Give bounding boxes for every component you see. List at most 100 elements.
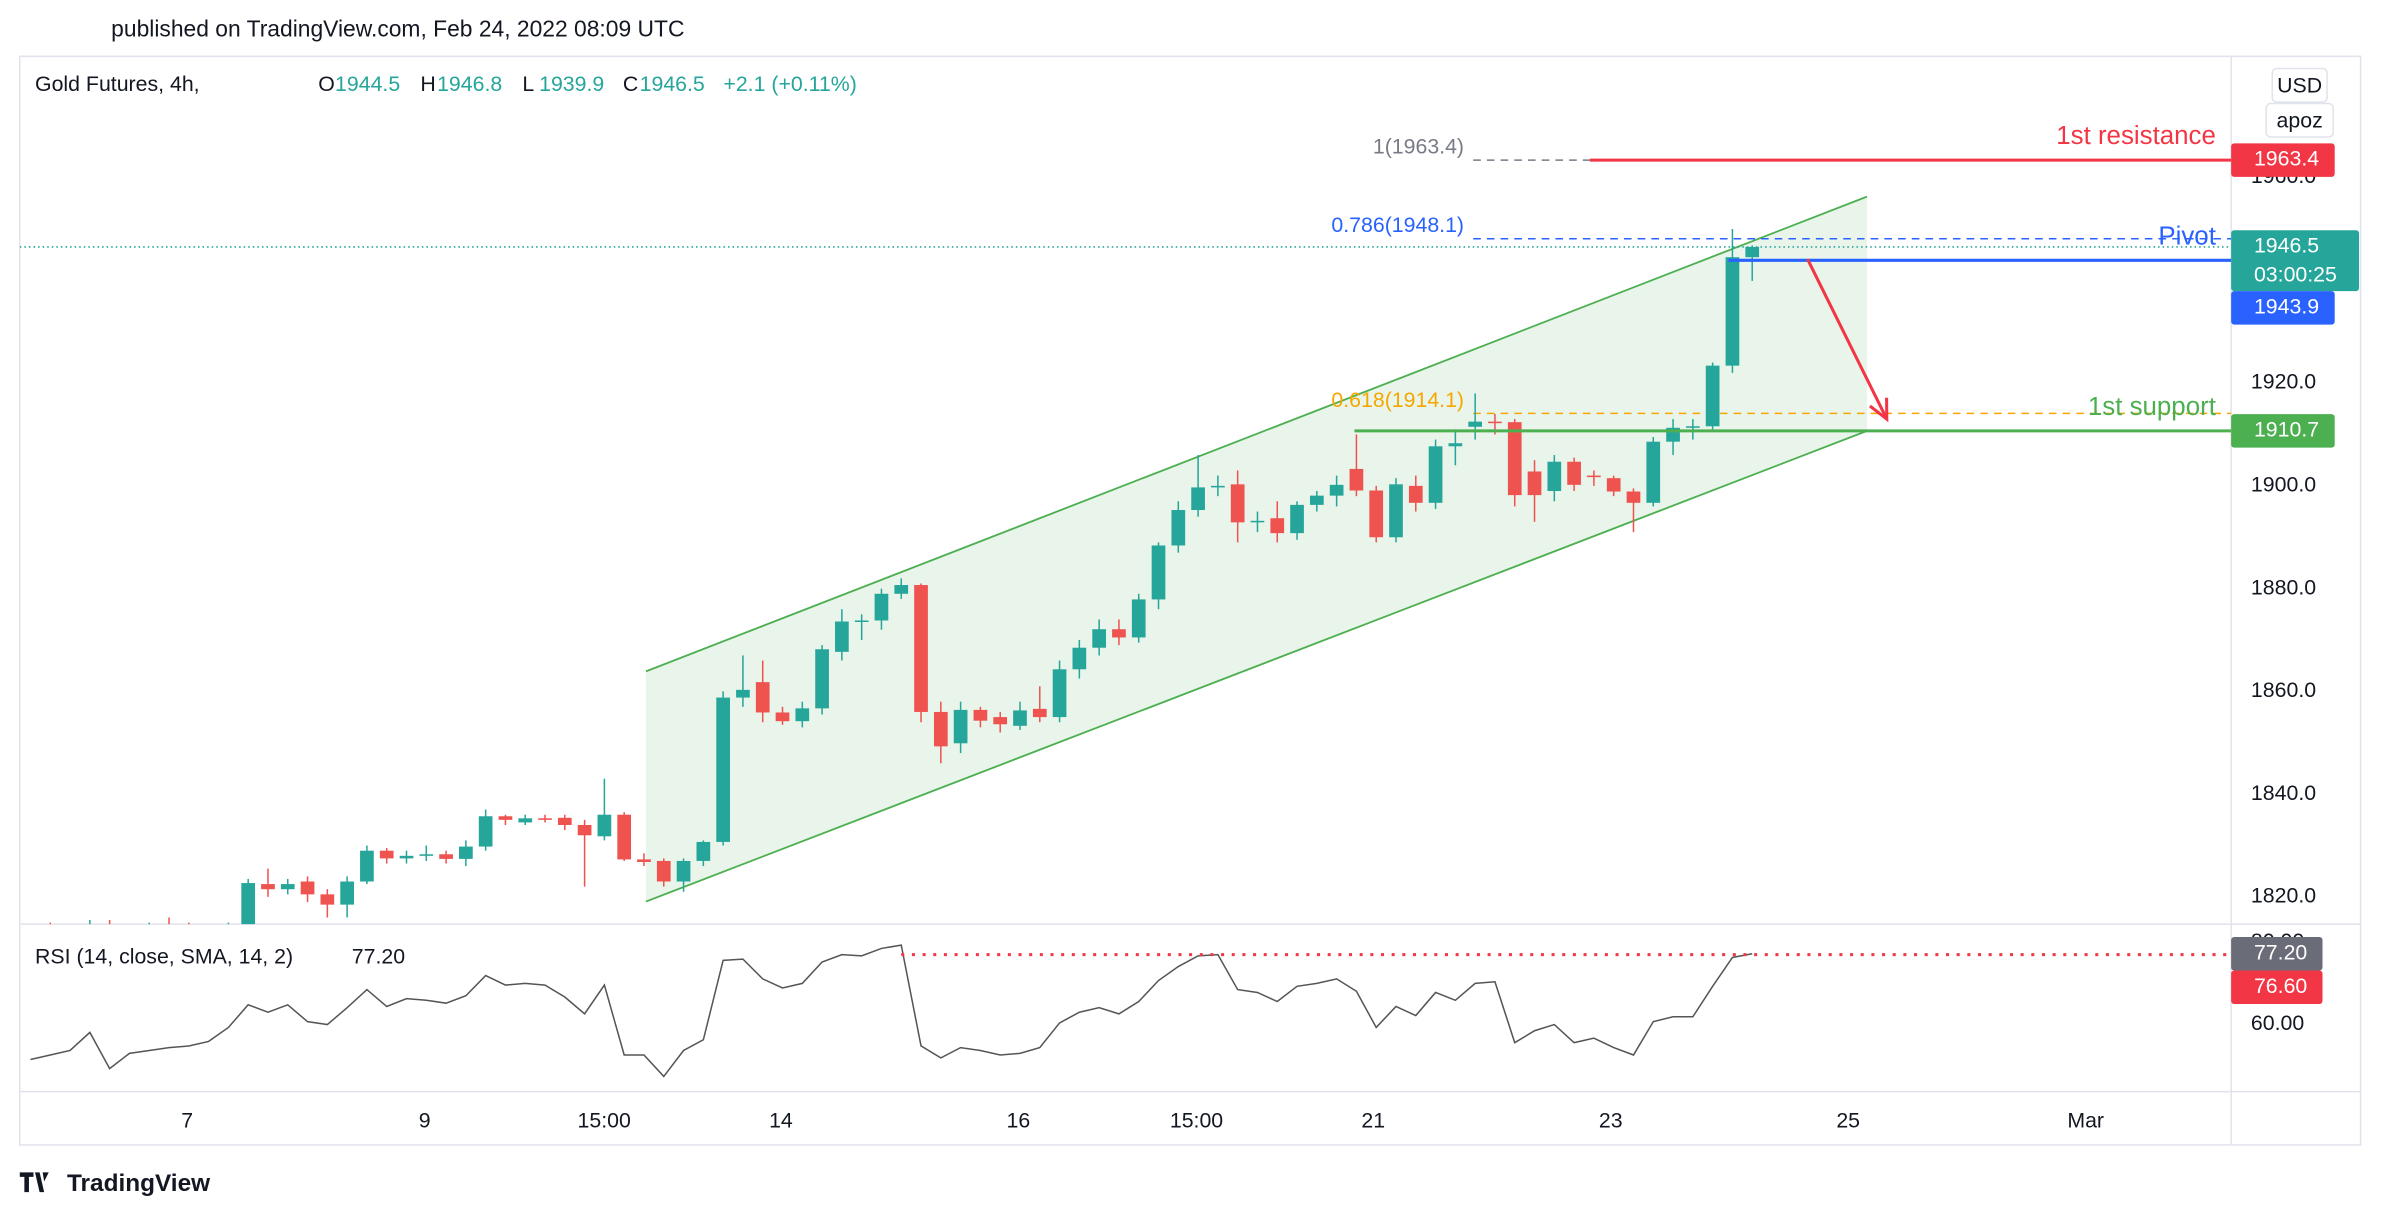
candle-body (696, 841, 711, 861)
candle-body (1211, 485, 1225, 488)
candle-body (815, 649, 829, 709)
candle-body (1685, 426, 1700, 428)
arrow (1806, 258, 1889, 420)
candle-body (241, 883, 256, 925)
x-tick-label: 9 (419, 1109, 431, 1133)
candle-body (1646, 441, 1661, 503)
candle-body (43, 933, 57, 938)
rsi-tag (2231, 937, 2323, 971)
candle-body (518, 818, 533, 823)
candle-body (854, 620, 869, 623)
fib-label: 0.786(1948.1) (1331, 213, 1464, 237)
y-tick-label: 1840.0 (2251, 781, 2316, 805)
price-tag-label: 1943.9 (2254, 294, 2319, 318)
currency-label[interactable]: USD (2277, 73, 2322, 97)
candle-body (1032, 708, 1047, 718)
candle-body (83, 928, 97, 933)
candle-body (1448, 443, 1463, 447)
fib-label: 1(1963.4) (1373, 135, 1464, 159)
candle-body (1428, 446, 1443, 503)
candle-body (222, 928, 236, 933)
x-tick-label: 23 (1599, 1109, 1623, 1133)
candle-body (419, 854, 434, 856)
candle-body (1745, 246, 1760, 258)
candle-body (1092, 629, 1106, 648)
rsi-tag-label: 77.20 (2254, 940, 2307, 964)
candle-body (637, 859, 651, 862)
y-tick-label: 1920.0 (2251, 370, 2316, 394)
candle-body (1171, 510, 1186, 546)
candle-body (894, 585, 909, 594)
price-pane: 1(1963.4) 0.786(1948.1) 0.618(1914.1) 1st r… (19, 122, 2232, 938)
symbol-title: Gold Futures, 4h, (35, 72, 200, 96)
ohlc-key: C (623, 72, 638, 96)
price-tag (2231, 414, 2335, 448)
scale-button[interactable] (2265, 102, 2334, 138)
x-tick-label: 14 (769, 1109, 793, 1133)
y-tick-label: 1900.0 (2251, 472, 2316, 496)
candle-body (202, 933, 216, 938)
candle-body (597, 814, 612, 837)
candle-body (1507, 422, 1522, 496)
candle-body (1725, 257, 1740, 366)
candle-body (953, 709, 968, 744)
candle-body (1329, 484, 1344, 496)
y-tick-label: 1820.0 (2251, 884, 2316, 908)
x-tick-label: Mar (2067, 1109, 2104, 1133)
candle-body (1488, 421, 1502, 424)
candle-body (1290, 504, 1304, 534)
candle-body (1547, 461, 1562, 492)
price-tag (2231, 291, 2335, 325)
price-tag-label: 1910.7 (2254, 418, 2319, 442)
price-tag-label: 03:00:25 (2254, 262, 2337, 286)
currency-button[interactable] (2271, 67, 2328, 103)
candle-body (577, 824, 592, 836)
candle-body (459, 846, 473, 859)
candle-body (755, 682, 770, 713)
candle-body (1389, 484, 1403, 538)
rsi-tag-label: 76.60 (2254, 974, 2307, 998)
x-tick-label: 7 (181, 1109, 193, 1133)
candle-body (1191, 487, 1205, 511)
candle-body (1468, 421, 1483, 427)
channel-fill (645, 196, 1867, 902)
x-tick-label: 16 (1007, 1109, 1031, 1133)
candle-body (1408, 485, 1423, 503)
candle-body (1606, 478, 1621, 492)
ohlc-value: 1939.9 (539, 72, 604, 96)
candle-body (775, 712, 790, 722)
candle-body (1052, 669, 1067, 718)
candle-body (1013, 710, 1027, 726)
brand-name: TradingView (67, 1170, 210, 1197)
scale-label[interactable]: apoz (2277, 108, 2323, 132)
price-tag-label: 1946.5 (2254, 234, 2319, 258)
level-name: 1st support (2088, 393, 2216, 421)
fib-label: 0.618(1914.1) (1331, 388, 1464, 412)
y-tick-label: 1880.0 (2251, 575, 2316, 599)
frame (19, 55, 2362, 1146)
candle-body (933, 711, 948, 747)
candle-body (1369, 490, 1384, 538)
candle-body (617, 814, 632, 860)
candle-body (103, 928, 117, 933)
candle-body (914, 585, 928, 712)
price-tag (2231, 143, 2335, 177)
price-tag (2231, 230, 2360, 292)
price-tag-label: 1963.4 (2254, 147, 2319, 171)
candle-body (656, 860, 671, 882)
rsi-legend-value: 77.20 (352, 944, 405, 968)
candle-body (795, 708, 810, 722)
candle-body (716, 697, 730, 842)
channel-line (645, 195, 1868, 673)
ohlc-key: H (420, 72, 435, 96)
ohlc-change: +2.1 (+0.11%) (723, 72, 856, 96)
candle-body (379, 850, 394, 859)
arrow-head (1869, 397, 1889, 423)
x-tick-label: 15:00 (578, 1109, 631, 1133)
x-tick-label: 25 (1836, 1109, 1860, 1133)
candle-body (1527, 471, 1542, 496)
candle-body (280, 884, 295, 890)
candle-body (261, 884, 275, 890)
ohlc-value: 1946.8 (437, 72, 502, 96)
